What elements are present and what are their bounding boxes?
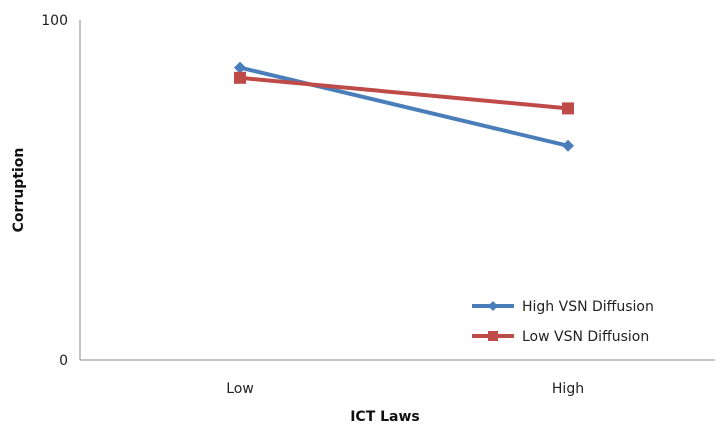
x-tick-label: High xyxy=(552,381,584,397)
legend-label: Low VSN Diffusion xyxy=(522,329,649,345)
data-point xyxy=(562,102,574,115)
x-tick-labels: Low High xyxy=(226,381,584,397)
legend-marker xyxy=(488,301,498,311)
y-axis-title: Corruption xyxy=(11,148,27,233)
x-axis-title: ICT Laws xyxy=(350,409,420,425)
axes xyxy=(79,20,715,361)
y-tick-label: 0 xyxy=(59,353,68,369)
series-line xyxy=(238,65,570,148)
data-point xyxy=(234,71,246,84)
legend: High VSN Diffusion Low VSN Diffusion xyxy=(472,299,654,345)
y-tick-labels: 0 100 xyxy=(41,13,68,369)
y-tick-label: 100 xyxy=(41,13,68,29)
legend-marker xyxy=(488,331,498,341)
series-group xyxy=(234,61,574,152)
legend-label: High VSN Diffusion xyxy=(522,299,654,315)
x-tick-label: Low xyxy=(226,381,254,397)
series-line xyxy=(238,75,570,111)
data-point xyxy=(562,139,574,152)
data-point xyxy=(234,61,246,74)
